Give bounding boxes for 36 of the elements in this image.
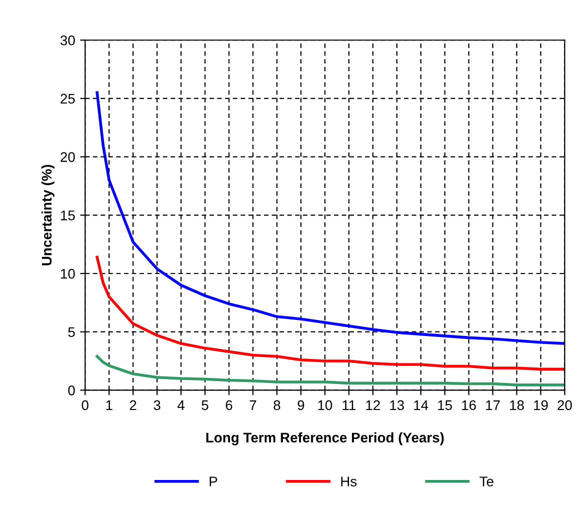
- x-tick-label: 16: [462, 400, 476, 410]
- x-tick-label: 15: [438, 400, 452, 410]
- x-tick-label: 7: [250, 400, 256, 410]
- x-tick-label: 12: [366, 400, 380, 410]
- x-tick-label: 0: [82, 400, 88, 410]
- legend-label: Hs: [341, 476, 357, 486]
- x-tick-label: 4: [177, 400, 184, 410]
- x-tick-label: 2: [130, 400, 136, 410]
- legend-label: P: [210, 476, 218, 486]
- x-tick-label: 13: [390, 400, 404, 410]
- y-tick-label: 5: [68, 327, 75, 338]
- x-tick-label: 5: [202, 400, 208, 410]
- line-series: [96, 354, 565, 386]
- y-tick-label: 15: [61, 210, 75, 220]
- x-tick-label: 1: [106, 400, 112, 410]
- legend-label: Te: [480, 476, 494, 486]
- x-tick-label: 6: [226, 400, 232, 410]
- x-tick-label: 3: [154, 400, 160, 410]
- x-tick-label: 18: [510, 400, 524, 410]
- x-tick-label: 11: [342, 400, 356, 410]
- x-tick-label: 14: [414, 400, 428, 410]
- y-tick-label: 20: [60, 152, 75, 162]
- y-tick-label: 30: [60, 35, 75, 46]
- line-series: [96, 91, 565, 345]
- x-tick-label: 19: [534, 400, 548, 410]
- x-tick-label: 8: [274, 400, 280, 410]
- x-tick-label: 17: [486, 400, 500, 410]
- x-axis-title: Long Term Reference Period (Years): [206, 432, 444, 446]
- y-tick-label: 25: [60, 94, 75, 104]
- y-axis-title: Uncertainty (%): [41, 164, 54, 266]
- x-tick-label: 20: [558, 400, 572, 410]
- x-tick-label: 9: [298, 400, 304, 410]
- y-tick-label: 0: [68, 386, 75, 396]
- y-tick-label: 10: [61, 268, 75, 279]
- x-tick-label: 10: [318, 400, 332, 410]
- line-series: [96, 256, 565, 371]
